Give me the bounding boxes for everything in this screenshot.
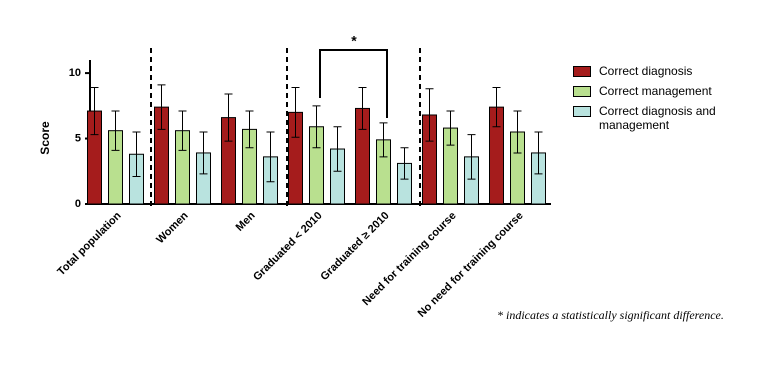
error-bar: [312, 105, 321, 149]
error-bar: [111, 110, 120, 151]
error-bar: [379, 122, 388, 158]
error-bar: [291, 86, 300, 138]
error-bar: [492, 86, 501, 128]
error-bar: [224, 93, 233, 142]
legend-entry: Correct diagnosis and management: [573, 104, 763, 132]
footnote: * indicates a statistically significant …: [497, 308, 724, 322]
error-bar: [446, 110, 455, 146]
error-bar: [333, 126, 342, 172]
error-bar: [157, 84, 166, 130]
error-bar: [358, 86, 367, 130]
error-bar: [534, 131, 543, 175]
x-tick-label: Men: [234, 209, 258, 233]
legend-swatch: [573, 66, 591, 77]
error-bar: [178, 110, 187, 151]
y-tick-label: 0: [75, 198, 81, 210]
y-tick-label: 10: [69, 67, 81, 79]
legend-label: Correct diagnosis and management: [599, 104, 716, 132]
significance-label: *: [351, 33, 357, 49]
error-bar: [266, 131, 275, 183]
x-tick-label: Graduated ≥ 2010: [318, 210, 391, 283]
y-axis-label: Score: [38, 121, 52, 155]
legend-label: Correct management: [599, 84, 712, 98]
legend-swatch: [573, 86, 591, 97]
error-bar: [132, 131, 141, 178]
error-bar: [199, 131, 208, 175]
legend-swatch: [573, 106, 591, 117]
error-bar: [425, 88, 434, 142]
error-bar: [400, 147, 409, 180]
x-tick-label: Women: [154, 210, 191, 247]
error-bar: [513, 110, 522, 154]
error-bar: [467, 134, 476, 180]
x-tick-label: Total population: [55, 210, 124, 279]
legend-entry: Correct management: [573, 84, 763, 98]
x-tick-label: Graduated < 2010: [251, 210, 325, 284]
significance-bracket: [319, 49, 388, 118]
legend-entry: Correct diagnosis: [573, 64, 763, 78]
y-tick-label: 5: [75, 132, 81, 144]
legend-label: Correct diagnosis: [599, 64, 693, 78]
error-bar: [90, 86, 99, 136]
x-tick-label: No need for training course: [416, 210, 526, 320]
error-bar: [245, 110, 254, 149]
